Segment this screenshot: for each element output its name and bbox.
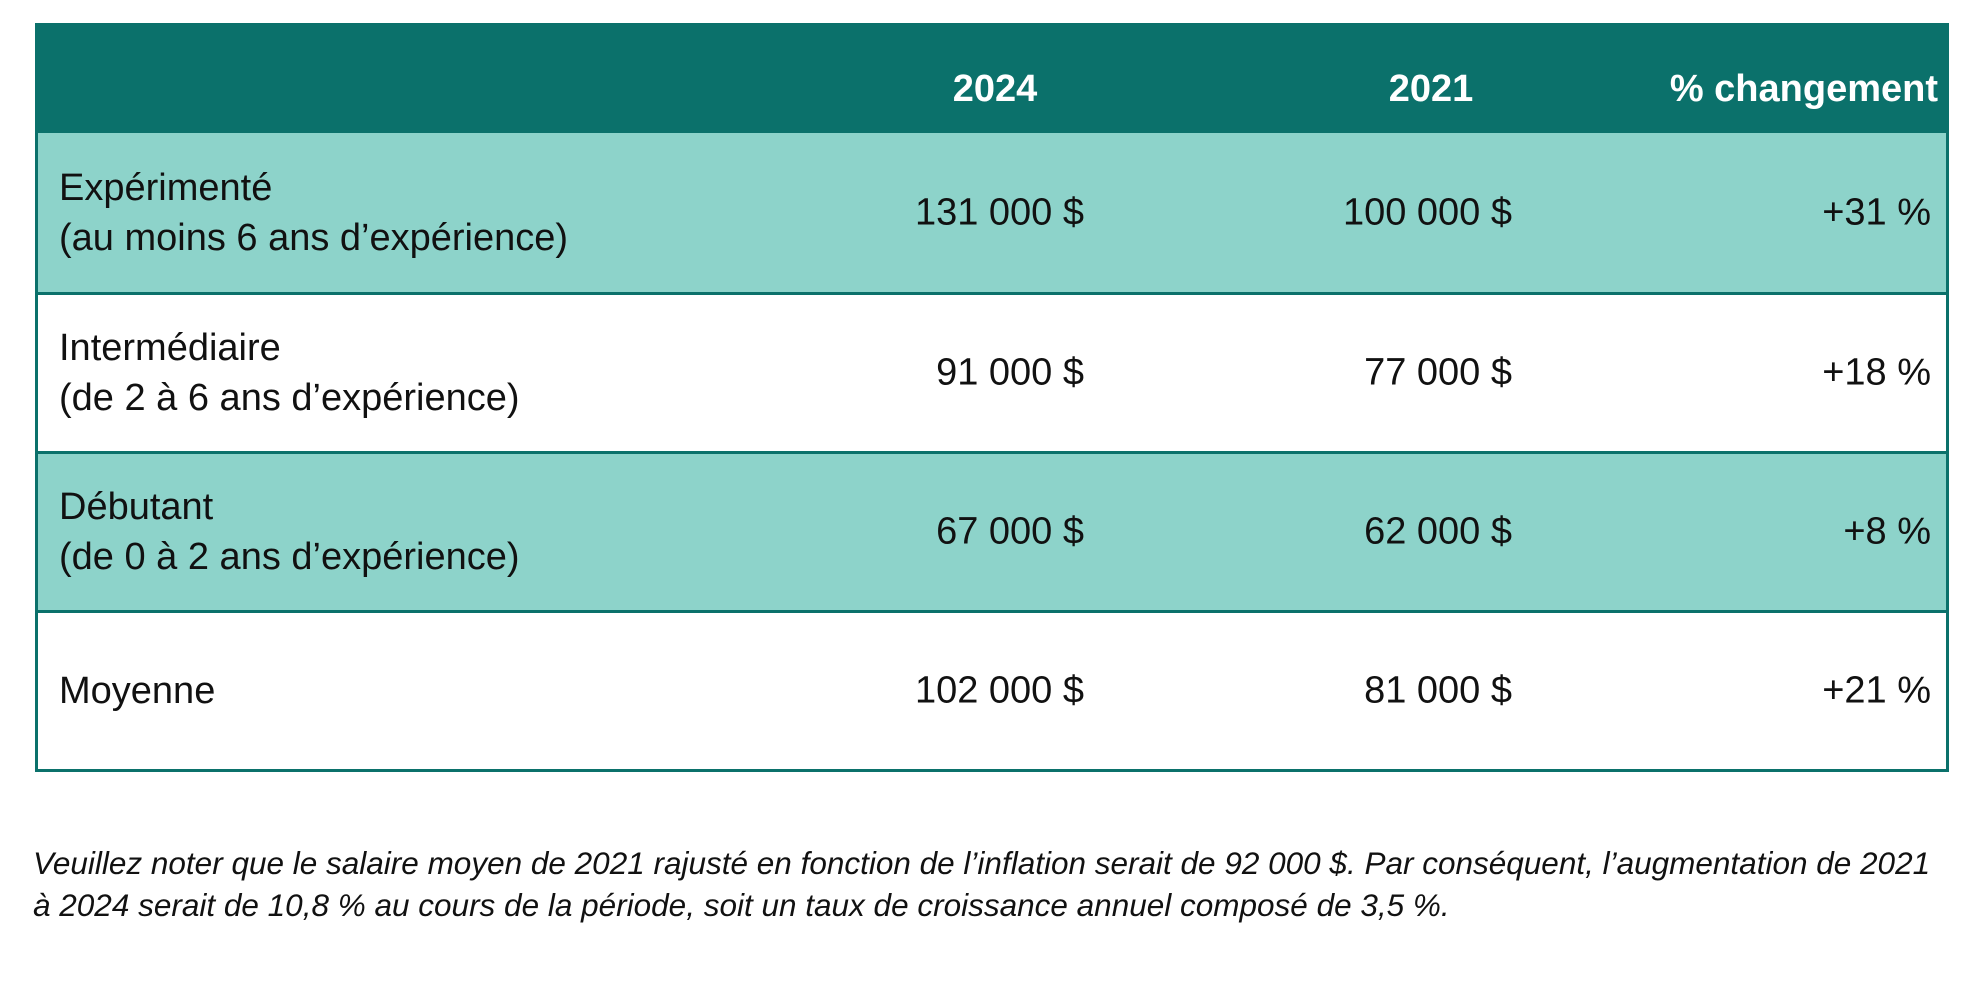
value-cell: 91 000 $ [936, 351, 1084, 394]
table-row: Expérimenté (au moins 6 ans d’expérience)… [38, 133, 1946, 292]
salary-table: 2024 2021 % changement Expérimenté (au moins… [35, 23, 1949, 772]
value-cell: 131 000 $ [914, 191, 1084, 233]
row-label: Moyenne [59, 666, 215, 716]
row-label-line: Expérimenté [59, 166, 273, 209]
value-cell: +31 % [1822, 191, 1931, 233]
column-header: 2024 [952, 68, 1038, 110]
row-label-line: Intermédiaire [59, 327, 281, 369]
row-label-line: Moyenne [59, 670, 216, 712]
value-cell: +18 % [1822, 351, 1931, 394]
row-label: Expérimenté (au moins 6 ans d’expérience) [59, 163, 568, 263]
value-cell: 100 000 $ [1342, 191, 1512, 233]
row-label-line: Débutant [59, 486, 214, 528]
row-label: Débutant (de 0 à 2 ans d’expérience) [59, 482, 520, 582]
value-cell: 102 000 $ [914, 669, 1084, 712]
row-label-line: (de 0 à 2 ans d’expérience) [59, 536, 520, 578]
footnote: Veuillez noter que le salaire moyen de 2… [33, 845, 1931, 923]
value-cell: 62 000 $ [1364, 510, 1512, 553]
table-row: Débutant (de 0 à 2 ans d’expérience) 67 00… [38, 451, 1946, 610]
table-row: Moyenne 102 000 $ 81 000 $ +21 % [38, 610, 1946, 769]
row-label-line: (au moins 6 ans d’expérience) [59, 216, 569, 259]
table-row: Intermédiaire (de 2 à 6 ans d’expérience)… [38, 292, 1946, 451]
row-label-line: (de 2 à 6 ans d’expérience) [59, 377, 520, 419]
value-cell: +8 % [1843, 510, 1931, 553]
value-cell: +21 % [1822, 669, 1931, 712]
column-header: % changement [1669, 68, 1938, 110]
value-cell: 81 000 $ [1364, 669, 1512, 712]
header-row: 2024 2021 % changement [38, 26, 1946, 133]
column-header: 2021 [1388, 68, 1474, 110]
value-cell: 67 000 $ [936, 510, 1084, 553]
row-label: Intermédiaire (de 2 à 6 ans d’expérience) [59, 323, 520, 423]
value-cell: 77 000 $ [1364, 351, 1512, 394]
